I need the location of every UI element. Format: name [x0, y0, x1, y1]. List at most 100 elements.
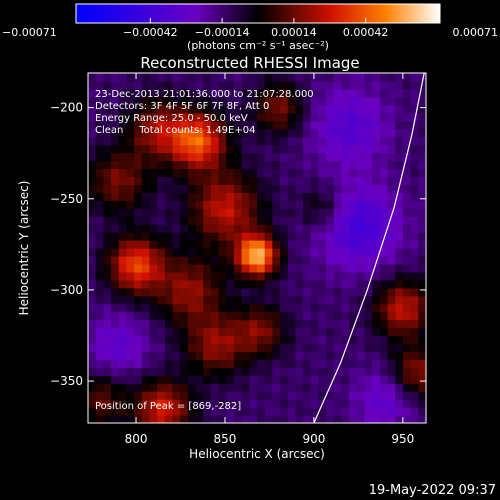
heatmap-cell [333, 303, 343, 313]
heatmap-cell [379, 279, 389, 289]
heatmap-cell [164, 96, 174, 106]
heatmap-cell [264, 359, 273, 368]
heatmap-cell [118, 327, 128, 337]
heatmap-cell [172, 176, 181, 185]
heatmap-cell [164, 271, 174, 281]
heatmap-cell [226, 112, 235, 122]
heatmap-cell [226, 200, 235, 209]
heatmap-cell [180, 120, 189, 130]
heatmap-cell [379, 335, 389, 345]
heatmap-cell [141, 391, 151, 400]
heatmap-cell [257, 303, 266, 313]
heatmap-cell [210, 399, 220, 408]
heatmap-cell [341, 136, 350, 146]
heatmap-cell [226, 248, 235, 257]
heatmap-cell [134, 263, 143, 273]
heatmap-cell [295, 200, 304, 209]
heatmap-cell [111, 311, 120, 321]
heatmap-cell [172, 144, 181, 154]
heatmap-cell [118, 136, 128, 146]
heatmap-cell [249, 200, 258, 209]
heatmap-cell [164, 73, 174, 82]
heatmap-cell [402, 96, 412, 106]
heatmap-cell [318, 271, 327, 281]
heatmap-cell [295, 399, 304, 408]
heatmap-cell [387, 303, 396, 313]
heatmap-cell [134, 311, 143, 321]
heatmap-cell [210, 383, 220, 392]
heatmap-cell [410, 192, 419, 201]
heatmap-cell [272, 248, 281, 257]
heatmap-cell [210, 248, 220, 257]
heatmap-cell [241, 263, 250, 273]
heatmap-cell [287, 263, 297, 273]
heatmap-cell [372, 88, 381, 98]
heatmap-cell [402, 240, 412, 249]
heatmap-cell [395, 415, 404, 423]
heatmap-cell [249, 399, 258, 408]
heatmap-cell [210, 279, 220, 289]
heatmap-cell [295, 303, 304, 313]
heatmap-cell [226, 295, 235, 305]
heatmap-cell [341, 128, 350, 138]
heatmap-cell [103, 367, 112, 376]
heatmap-cell [218, 224, 227, 233]
heatmap-cell [180, 128, 189, 138]
heatmap-cell [241, 200, 250, 209]
heatmap-cell [333, 176, 343, 185]
heatmap-cell [333, 287, 343, 297]
heatmap-cell [118, 192, 128, 201]
heatmap-cell [226, 96, 235, 106]
heatmap-cell [287, 88, 297, 98]
heatmap-cell [164, 311, 174, 321]
heatmap-cell [395, 399, 404, 408]
heatmap-cell [372, 152, 381, 162]
heatmap-cell [118, 152, 128, 162]
heatmap-cell [210, 184, 220, 193]
heatmap-cell [318, 391, 327, 400]
heatmap-cell [203, 128, 212, 138]
heatmap-cell [118, 73, 128, 82]
heatmap-cell [356, 128, 366, 138]
heatmap-cell [410, 303, 419, 313]
heatmap-cell [287, 343, 297, 352]
heatmap-cell [195, 279, 204, 289]
heatmap-cell [249, 359, 258, 368]
heatmap-cell [88, 303, 97, 313]
heatmap-cell [379, 232, 389, 241]
heatmap-cell [164, 415, 174, 423]
heatmap-cell [241, 88, 250, 98]
heatmap-cell [303, 391, 312, 400]
heatmap-cell [118, 184, 128, 193]
heatmap-cell [418, 112, 426, 122]
heatmap-cell [264, 319, 273, 329]
heatmap-cell [341, 144, 350, 154]
heatmap-cell [157, 152, 166, 162]
heatmap-cell [218, 240, 227, 249]
heatmap-cell [180, 248, 189, 257]
heatmap-cell [349, 200, 358, 209]
heatmap-cell [318, 319, 327, 329]
heatmap-cell [241, 327, 250, 337]
heatmap-cell [341, 287, 350, 297]
heatmap-cell [241, 311, 250, 321]
heatmap-cell [134, 184, 143, 193]
heatmap-cell [226, 128, 235, 138]
heatmap-cell [134, 112, 143, 122]
heatmap-cell [272, 160, 281, 170]
heatmap-cell [218, 295, 227, 305]
heatmap-cell [364, 343, 373, 352]
heatmap-cell [372, 240, 381, 249]
heatmap-cell [118, 224, 128, 233]
heatmap-cell [134, 287, 143, 297]
heatmap-cell [226, 160, 235, 170]
heatmap-cell [126, 407, 135, 416]
heatmap-cell [264, 152, 273, 162]
heatmap-cell [118, 112, 128, 122]
heatmap-cell [387, 96, 396, 106]
heatmap-cell [364, 295, 373, 305]
heatmap-cell [287, 136, 297, 146]
heatmap-cell [395, 343, 404, 352]
heatmap-cell [141, 303, 151, 313]
heatmap-cell [180, 152, 189, 162]
